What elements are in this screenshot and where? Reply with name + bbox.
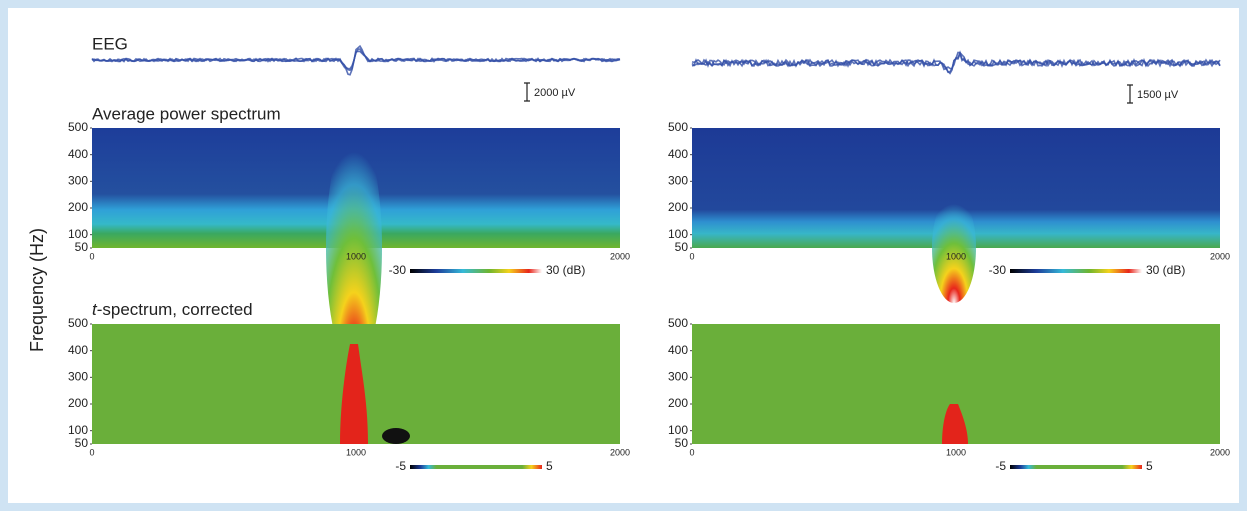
y-tick-label: 50 xyxy=(75,240,89,254)
y-tick-label: 500 xyxy=(68,120,88,134)
spectrum-title: Average power spectrum xyxy=(92,104,281,123)
colorbar-min: -30 xyxy=(389,263,407,277)
y-tick-label: 300 xyxy=(668,174,688,188)
y-tick-label: 500 xyxy=(68,316,88,330)
x-tick-label: 1000 xyxy=(946,447,966,457)
y-tick-label: 100 xyxy=(68,227,88,241)
x-tick-label: 2000 xyxy=(1210,251,1230,261)
y-tick-label: 200 xyxy=(668,200,688,214)
colorbar-max: 30 (dB) xyxy=(1146,263,1185,277)
y-tick-label: 200 xyxy=(68,396,88,410)
y-tick-label: 400 xyxy=(668,147,688,161)
x-tick-label: 2000 xyxy=(610,251,630,261)
x-tick-label: 2000 xyxy=(1210,447,1230,457)
eeg-title: EEG xyxy=(92,34,128,53)
colorbar xyxy=(1010,465,1142,469)
y-tick-label: 50 xyxy=(675,436,689,450)
scale-bar xyxy=(1127,84,1133,104)
colorbar-min: -5 xyxy=(395,459,406,473)
y-tick-label: 400 xyxy=(68,343,88,357)
colorbar-max: 30 (dB) xyxy=(546,263,585,277)
y-tick-label: 100 xyxy=(668,423,688,437)
x-tick-label: 1000 xyxy=(346,447,366,457)
scale-bar-label: 2000 µV xyxy=(534,87,576,99)
y-tick-label: 300 xyxy=(668,370,688,384)
colorbar xyxy=(410,269,542,273)
y-tick-label: 200 xyxy=(68,200,88,214)
eeg-trace xyxy=(691,51,1221,75)
y-tick-label: 500 xyxy=(668,316,688,330)
x-tick-label: 1000 xyxy=(346,251,366,261)
y-tick-label: 100 xyxy=(68,423,88,437)
x-tick-label: 0 xyxy=(89,447,94,457)
y-tick-label: 100 xyxy=(668,227,688,241)
eeg-trace xyxy=(91,44,621,76)
t-rest: -spectrum, corrected xyxy=(97,300,253,319)
scale-bar xyxy=(524,82,530,102)
y-tick-label: 50 xyxy=(675,240,689,254)
colorbar-max: 5 xyxy=(1146,459,1153,473)
y-tick-label: 300 xyxy=(68,370,88,384)
t-negative-cluster xyxy=(382,428,410,444)
colorbar xyxy=(410,465,542,469)
power-peak xyxy=(326,128,382,368)
t-italic: t xyxy=(92,300,98,319)
x-tick-label: 2000 xyxy=(610,447,630,457)
y-tick-label: 50 xyxy=(75,436,89,450)
t-positive-cluster xyxy=(340,344,368,444)
x-tick-label: 0 xyxy=(689,251,694,261)
t-positive-cluster xyxy=(942,404,968,444)
x-tick-label: 1000 xyxy=(946,251,966,261)
power-peak xyxy=(932,193,976,303)
y-tick-label: 400 xyxy=(68,147,88,161)
colorbar-min: -30 xyxy=(989,263,1007,277)
scale-bar-label: 1500 µV xyxy=(1137,89,1179,101)
y-tick-label: 200 xyxy=(668,396,688,410)
colorbar-max: 5 xyxy=(546,459,553,473)
y-axis-label: Frequency (Hz) xyxy=(27,228,47,352)
t-spectrum-title: t-spectrum, corrected xyxy=(92,300,253,319)
y-tick-label: 400 xyxy=(668,343,688,357)
y-tick-label: 500 xyxy=(668,120,688,134)
x-tick-label: 0 xyxy=(689,447,694,457)
colorbar-min: -5 xyxy=(995,459,1006,473)
y-tick-label: 300 xyxy=(68,174,88,188)
x-tick-label: 0 xyxy=(89,251,94,261)
colorbar xyxy=(1010,269,1142,273)
